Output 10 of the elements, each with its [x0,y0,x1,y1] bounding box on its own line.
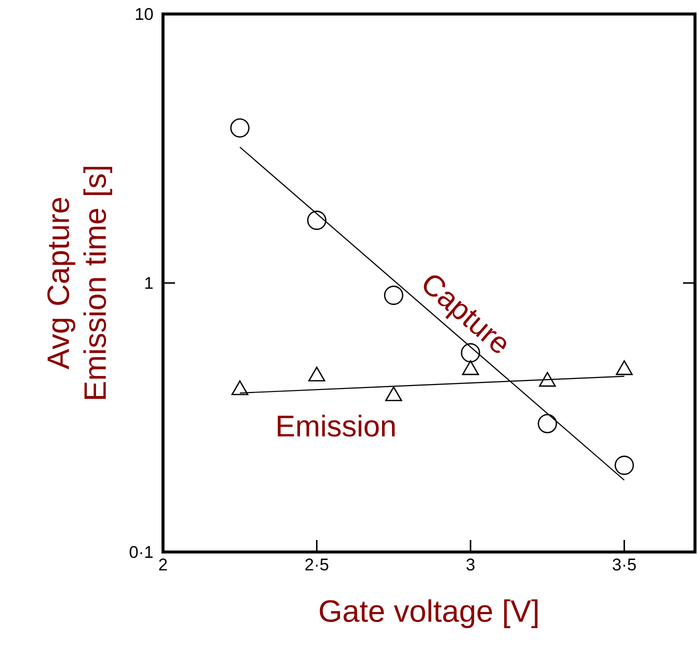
y-tick-label: 10 [136,8,153,20]
x-axis-title: Gate voltage [V] [320,599,538,628]
x-tick-label: 2 [159,558,167,570]
x-tick-label: 3 [466,558,474,571]
x-tick-label: 3·5 [612,558,636,571]
y-axis-title: Avg Capture Emission time [s] [47,166,112,399]
x-tick-label: 2·5 [305,558,328,571]
y-tick-label: 1 [145,277,153,289]
series-label: Emission [278,414,395,437]
y-tick-label: 0·1 [130,546,153,558]
